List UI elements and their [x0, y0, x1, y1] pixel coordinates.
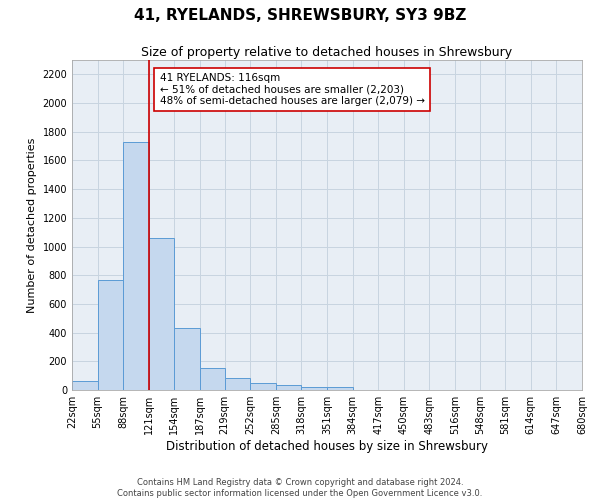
Bar — [149, 238, 175, 390]
Bar — [276, 385, 301, 390]
Bar — [250, 383, 276, 390]
Y-axis label: Number of detached properties: Number of detached properties — [27, 138, 37, 312]
Bar — [301, 387, 327, 390]
Text: 41 RYELANDS: 116sqm
← 51% of detached houses are smaller (2,203)
48% of semi-det: 41 RYELANDS: 116sqm ← 51% of detached ho… — [160, 73, 425, 106]
Bar — [224, 378, 250, 390]
Title: Size of property relative to detached houses in Shrewsbury: Size of property relative to detached ho… — [142, 46, 512, 59]
Bar — [72, 382, 98, 390]
Bar — [123, 142, 149, 390]
Text: 41, RYELANDS, SHREWSBURY, SY3 9BZ: 41, RYELANDS, SHREWSBURY, SY3 9BZ — [134, 8, 466, 22]
Bar — [175, 328, 200, 390]
Text: Contains HM Land Registry data © Crown copyright and database right 2024.
Contai: Contains HM Land Registry data © Crown c… — [118, 478, 482, 498]
Bar — [200, 368, 224, 390]
X-axis label: Distribution of detached houses by size in Shrewsbury: Distribution of detached houses by size … — [166, 440, 488, 453]
Bar — [327, 387, 353, 390]
Bar — [98, 280, 123, 390]
